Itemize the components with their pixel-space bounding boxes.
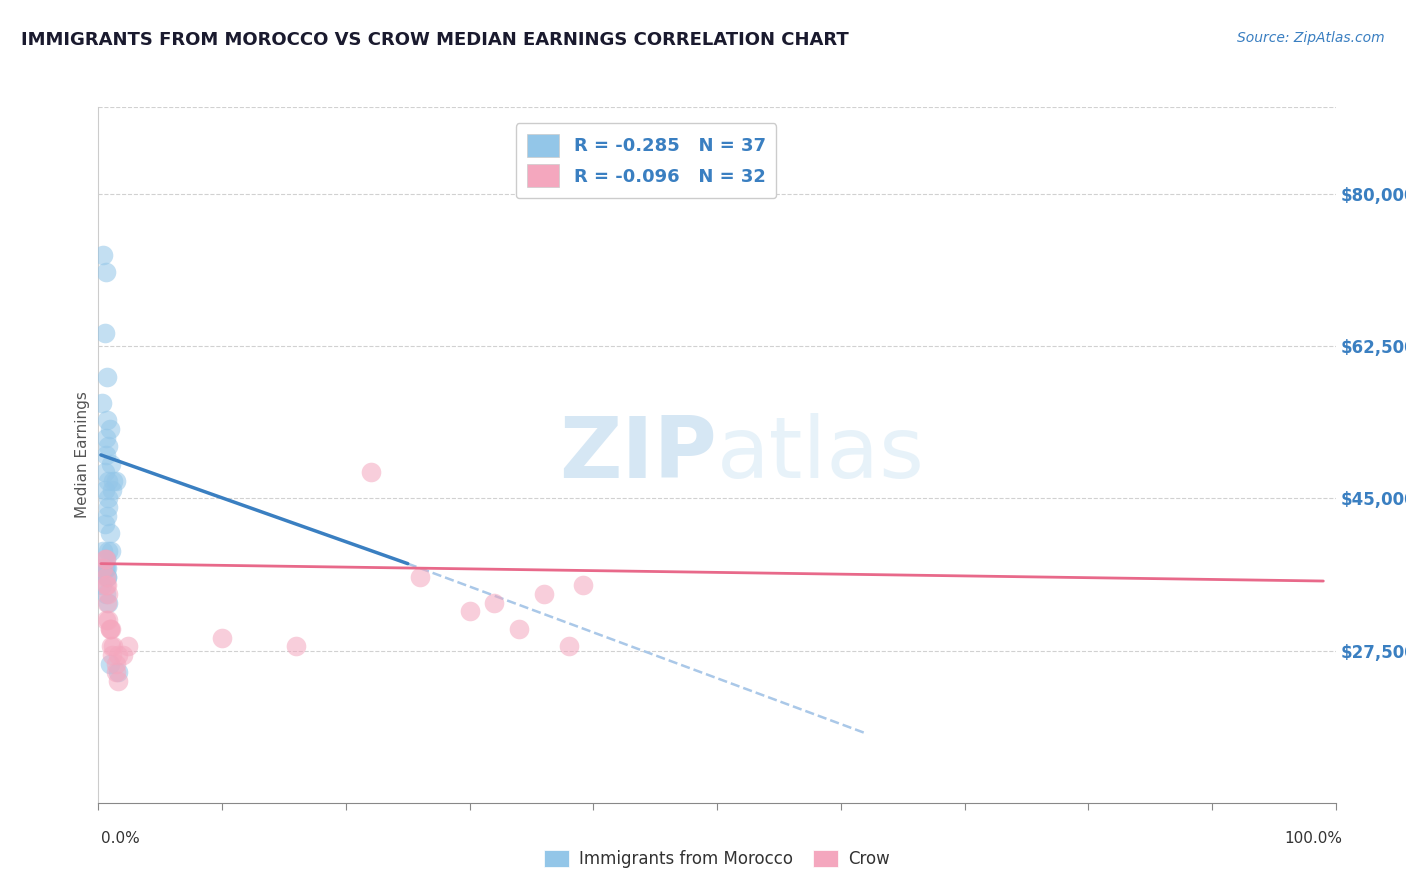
Point: [103, 639, 125, 653]
Point: [96, 596, 118, 610]
Point: [98, 422, 121, 436]
Point: [94, 552, 117, 566]
Point: [572, 578, 595, 592]
Point: [104, 665, 127, 680]
Point: [94, 570, 117, 584]
Text: ZIP: ZIP: [560, 413, 717, 497]
Point: [97, 543, 120, 558]
Point: [94, 613, 117, 627]
Point: [97, 613, 120, 627]
Point: [101, 483, 124, 497]
Point: [97, 439, 120, 453]
Point: [94, 578, 117, 592]
Point: [117, 639, 139, 653]
Point: [93, 466, 115, 480]
Point: [96, 508, 118, 523]
Point: [100, 457, 122, 471]
Point: [484, 596, 506, 610]
Point: [107, 648, 129, 662]
Point: [100, 543, 122, 558]
Point: [94, 561, 117, 575]
Point: [98, 622, 121, 636]
Point: [93, 543, 115, 558]
Point: [409, 570, 432, 584]
Point: [93, 483, 115, 497]
Text: atlas: atlas: [717, 413, 925, 497]
Point: [91, 396, 114, 410]
Point: [360, 466, 382, 480]
Point: [97, 587, 120, 601]
Point: [107, 674, 129, 689]
Point: [533, 587, 555, 601]
Point: [211, 631, 233, 645]
Text: Source: ZipAtlas.com: Source: ZipAtlas.com: [1237, 31, 1385, 45]
Point: [94, 587, 117, 601]
Point: [96, 570, 118, 584]
Point: [94, 448, 117, 462]
Point: [91, 578, 114, 592]
Point: [94, 431, 117, 445]
Point: [285, 639, 308, 653]
Point: [104, 474, 127, 488]
Point: [96, 413, 118, 427]
Point: [96, 578, 118, 592]
Text: IMMIGRANTS FROM MOROCCO VS CROW MEDIAN EARNINGS CORRELATION CHART: IMMIGRANTS FROM MOROCCO VS CROW MEDIAN E…: [21, 31, 849, 49]
Text: 0.0%: 0.0%: [101, 831, 141, 846]
Point: [101, 648, 124, 662]
Point: [557, 639, 579, 653]
Point: [103, 474, 125, 488]
Point: [107, 665, 129, 680]
Point: [94, 265, 117, 279]
Point: [458, 605, 481, 619]
Point: [104, 657, 127, 671]
Point: [96, 570, 118, 584]
Point: [508, 622, 530, 636]
Point: [93, 517, 115, 532]
Point: [97, 491, 120, 506]
Text: 100.0%: 100.0%: [1285, 831, 1343, 846]
Point: [93, 561, 115, 575]
Point: [98, 622, 121, 636]
Point: [93, 248, 115, 262]
Point: [112, 648, 135, 662]
Point: [96, 369, 118, 384]
Point: [93, 552, 115, 566]
Point: [96, 561, 118, 575]
Point: [93, 561, 115, 575]
Point: [93, 561, 115, 575]
Point: [100, 639, 122, 653]
Point: [97, 474, 120, 488]
Y-axis label: Median Earnings: Median Earnings: [75, 392, 90, 518]
Point: [98, 526, 121, 541]
Point: [97, 596, 120, 610]
Point: [98, 657, 121, 671]
Point: [93, 326, 115, 341]
Point: [100, 622, 122, 636]
Legend: Immigrants from Morocco, Crow: Immigrants from Morocco, Crow: [537, 843, 897, 874]
Point: [97, 500, 120, 514]
Point: [94, 552, 117, 566]
